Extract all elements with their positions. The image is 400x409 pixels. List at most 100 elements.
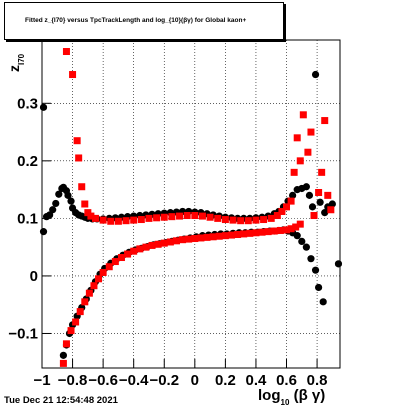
data-point	[240, 230, 248, 238]
data-point	[296, 220, 304, 228]
x-tick-label: 0.8	[307, 372, 328, 389]
data-point	[273, 212, 281, 220]
data-point	[172, 237, 180, 245]
x-tick-label: −1	[33, 372, 50, 389]
data-point	[122, 217, 130, 225]
data-point	[293, 134, 301, 142]
data-point	[49, 206, 57, 214]
data-point	[316, 198, 324, 206]
data-point	[130, 247, 138, 255]
data-point	[67, 327, 75, 335]
data-point	[221, 232, 229, 240]
data-point	[252, 229, 260, 237]
data-point	[307, 128, 315, 136]
data-point	[153, 214, 161, 222]
data-point	[302, 243, 310, 251]
data-point	[287, 197, 295, 205]
data-point	[252, 216, 260, 224]
data-point	[293, 232, 301, 240]
data-point	[214, 214, 222, 222]
data-point	[267, 214, 275, 222]
data-point	[206, 213, 214, 221]
data-point	[99, 216, 107, 224]
data-point	[305, 191, 314, 199]
data-point	[328, 200, 336, 208]
data-point	[59, 359, 67, 367]
data-point	[311, 70, 320, 79]
timestamp: Tue Dec 21 12:54:48 2021	[4, 395, 118, 406]
y-tick-label: 0.1	[17, 210, 38, 227]
data-point	[311, 266, 320, 274]
data-point	[67, 197, 75, 205]
data-point	[64, 191, 72, 199]
data-point	[62, 48, 70, 56]
data-point	[85, 289, 93, 297]
y-axis-label-main: z	[6, 65, 22, 72]
y-tick-label: 0.2	[17, 153, 38, 170]
x-tick-label: −0.8	[58, 372, 88, 389]
data-point	[137, 216, 145, 224]
x-axis-label-sub: 10	[280, 398, 290, 407]
data-point	[136, 245, 144, 253]
data-point	[276, 226, 284, 234]
data-point	[39, 228, 48, 236]
x-tick-label: 0.2	[215, 372, 236, 389]
data-point	[148, 241, 156, 249]
data-point	[290, 168, 298, 176]
data-point	[124, 250, 132, 258]
data-point	[270, 227, 278, 235]
y-tick-label: −0.1	[8, 325, 38, 342]
x-tick-label: 0.4	[246, 372, 268, 389]
y-tick-label: 0	[30, 268, 38, 285]
data-point	[160, 213, 168, 221]
x-tick-label: −0.6	[88, 372, 118, 389]
data-point	[298, 237, 306, 246]
data-point	[154, 240, 162, 248]
data-point	[95, 275, 103, 283]
data-point	[52, 199, 60, 208]
x-tick-label: 0	[191, 372, 199, 389]
data-point	[75, 154, 83, 162]
x-axis-label: log10 (β γ)	[258, 387, 326, 407]
data-point	[318, 168, 326, 176]
tick-labels: −1 −0.8 −0.6 −0.4 −0.2 0 0.2 0.4 0.6 0.8 −0.1 0 0.1 0…	[8, 95, 327, 389]
data-point	[258, 228, 266, 236]
x-axis-label-suffix: (β γ)	[293, 387, 326, 404]
data-point	[76, 308, 84, 316]
data-point	[142, 243, 150, 251]
data-point	[283, 226, 291, 234]
data-point	[81, 200, 89, 208]
series-1	[59, 48, 335, 367]
data-point	[302, 183, 310, 191]
data-point	[229, 216, 237, 224]
data-point	[321, 209, 329, 217]
grid-lines	[41, 40, 340, 368]
data-point	[283, 203, 291, 211]
y-axis-label-sub: I70	[17, 53, 26, 65]
data-point	[334, 260, 343, 268]
data-point	[130, 216, 138, 224]
data-point	[304, 148, 312, 156]
data-point	[321, 117, 329, 125]
data-point	[246, 229, 254, 237]
data-point	[289, 191, 297, 199]
data-point	[114, 217, 122, 225]
data-point	[237, 217, 245, 225]
data-point	[315, 188, 323, 196]
x-axis-label-main: log	[258, 387, 281, 404]
series-layer	[39, 48, 343, 367]
data-point	[287, 225, 295, 233]
data-point	[62, 340, 70, 348]
data-point	[191, 235, 199, 243]
data-point	[105, 263, 113, 271]
data-point	[168, 213, 176, 221]
data-point	[91, 214, 99, 222]
data-point	[221, 216, 229, 224]
data-point	[234, 230, 242, 238]
data-point	[197, 234, 205, 242]
x-tick-label: 0.6	[276, 372, 297, 389]
data-point	[72, 318, 80, 326]
title-box: Fitted z_{I70} versus TpcTrackLength and…	[4, 2, 284, 40]
data-point	[296, 157, 304, 165]
